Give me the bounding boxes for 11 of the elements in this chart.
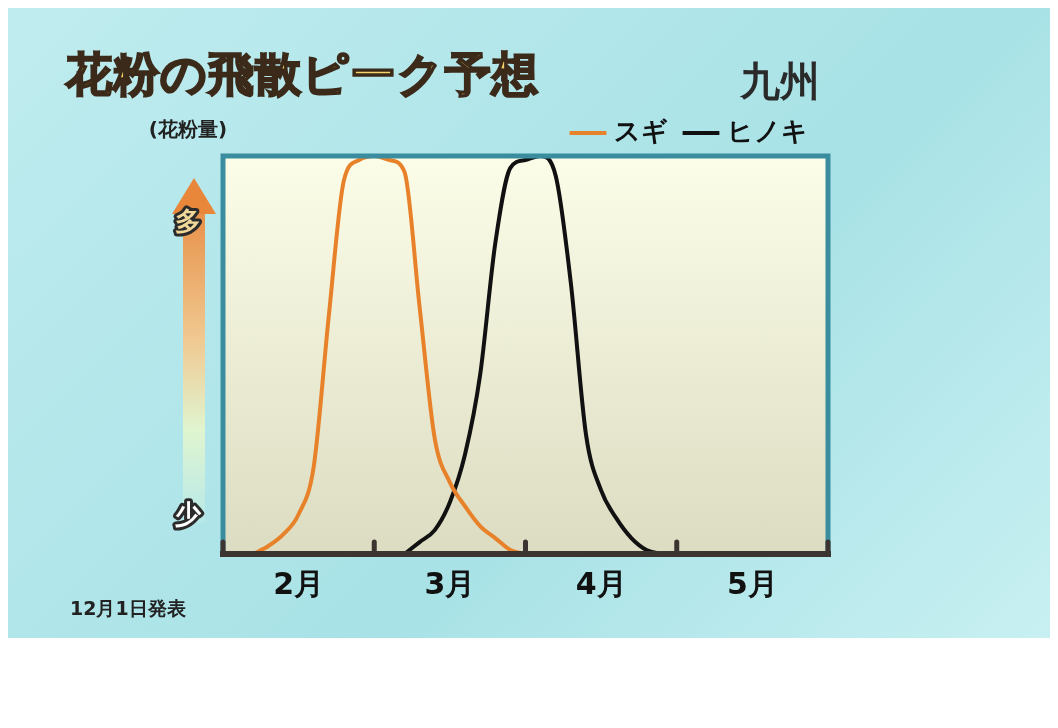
x-tick-label: 2月: [273, 565, 325, 601]
legend-label: スギ: [614, 115, 668, 146]
text: 少: [175, 498, 202, 529]
chart-subtitle: 九州: [740, 57, 820, 106]
x-tick-label: 3月: [424, 565, 476, 601]
x-tick-label: 5月: [726, 565, 778, 601]
chart-title: 花粉の飛散ピーク予想: [66, 46, 539, 103]
y-axis-title: (花粉量): [148, 117, 228, 142]
legend-label: ヒノキ: [727, 115, 808, 146]
x-tick-label: 4月: [575, 565, 627, 601]
text: 12月1日発表: [70, 596, 186, 621]
